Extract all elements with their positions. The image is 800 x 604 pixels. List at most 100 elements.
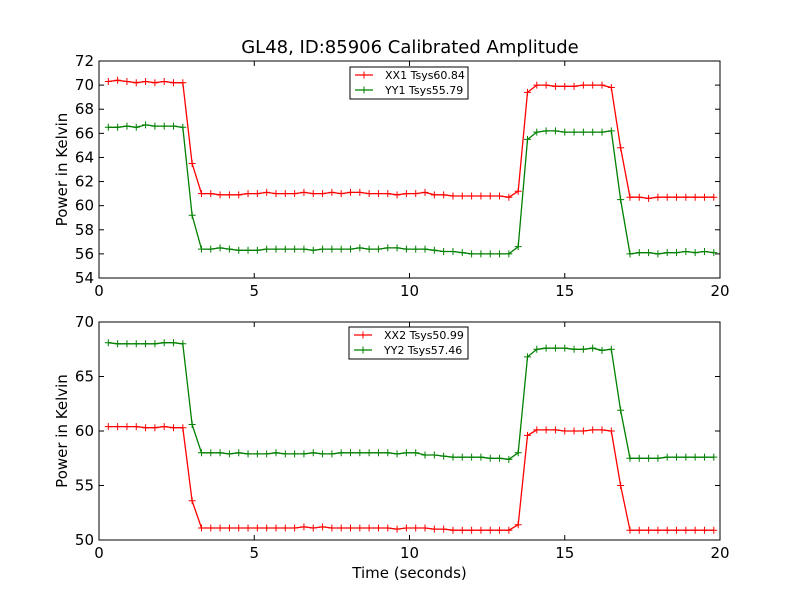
series-marker bbox=[253, 450, 261, 458]
series-marker bbox=[188, 420, 196, 428]
series-marker bbox=[244, 450, 252, 458]
series-marker bbox=[533, 345, 541, 353]
series-marker bbox=[235, 191, 243, 199]
series-marker bbox=[691, 453, 699, 461]
series-marker bbox=[440, 191, 448, 199]
series-marker bbox=[216, 449, 224, 457]
series-marker bbox=[570, 345, 578, 353]
series-marker bbox=[617, 406, 625, 414]
series-marker bbox=[458, 249, 466, 257]
series-marker bbox=[458, 526, 466, 534]
series-marker bbox=[402, 524, 410, 532]
series-marker bbox=[561, 82, 569, 90]
series-marker bbox=[663, 193, 671, 201]
x-tick-label: 5 bbox=[249, 544, 259, 562]
series-marker bbox=[533, 128, 541, 136]
series-marker bbox=[570, 128, 578, 136]
series-marker bbox=[505, 250, 513, 258]
series-marker bbox=[561, 344, 569, 352]
series-marker bbox=[635, 454, 643, 462]
series-marker bbox=[430, 451, 438, 459]
series-marker bbox=[393, 525, 401, 533]
series-marker bbox=[468, 453, 476, 461]
series-marker bbox=[132, 123, 140, 131]
series-marker bbox=[691, 249, 699, 257]
series-marker bbox=[197, 524, 205, 532]
series-marker bbox=[505, 526, 513, 534]
series-marker bbox=[598, 426, 606, 434]
series-marker bbox=[561, 427, 569, 435]
series-marker bbox=[486, 250, 494, 258]
plot-area bbox=[104, 76, 718, 258]
series-marker bbox=[533, 81, 541, 89]
series-marker bbox=[654, 454, 662, 462]
series-marker bbox=[645, 454, 653, 462]
series-marker bbox=[225, 191, 233, 199]
legend-label: XX1 Tsys60.84 bbox=[385, 69, 465, 82]
series-marker bbox=[421, 245, 429, 253]
series-marker bbox=[617, 482, 625, 489]
series-marker bbox=[496, 526, 504, 534]
series-marker bbox=[635, 526, 643, 534]
y-tick-label: 58 bbox=[75, 221, 94, 239]
series-marker bbox=[365, 245, 373, 253]
series-marker bbox=[281, 245, 289, 253]
series-marker bbox=[347, 524, 355, 532]
series-marker bbox=[170, 122, 178, 130]
series-marker bbox=[440, 247, 448, 255]
series-marker bbox=[645, 526, 653, 534]
y-tick-label: 60 bbox=[75, 197, 94, 215]
series-marker bbox=[132, 423, 140, 431]
y-tick-label: 54 bbox=[75, 269, 94, 287]
series-marker bbox=[197, 245, 205, 253]
legend-label: XX2 Tsys50.99 bbox=[384, 329, 464, 342]
y-tick-label: 70 bbox=[75, 313, 94, 331]
series-marker bbox=[337, 245, 345, 253]
series-marker bbox=[607, 345, 615, 353]
y-tick-label: 72 bbox=[75, 52, 94, 70]
series-marker bbox=[151, 424, 159, 432]
series-marker bbox=[496, 250, 504, 258]
series-marker bbox=[207, 524, 215, 532]
series-marker bbox=[142, 121, 150, 129]
series-marker bbox=[337, 524, 345, 532]
x-tick-label: 0 bbox=[94, 282, 104, 300]
series-marker bbox=[496, 192, 504, 200]
y-tick-label: 70 bbox=[75, 76, 94, 94]
series-marker bbox=[468, 526, 476, 534]
series-marker bbox=[281, 450, 289, 458]
series-marker bbox=[216, 191, 224, 199]
series-marker bbox=[645, 194, 653, 202]
series-marker bbox=[412, 190, 420, 198]
series-marker bbox=[374, 449, 382, 457]
series-line-2 bbox=[108, 342, 714, 460]
series-marker bbox=[393, 244, 401, 252]
series-marker bbox=[710, 526, 718, 534]
y-tick-label: 68 bbox=[75, 100, 94, 118]
series-marker bbox=[151, 122, 159, 130]
series-marker bbox=[244, 190, 252, 198]
series-marker bbox=[225, 524, 233, 532]
series-marker bbox=[700, 526, 708, 534]
series-marker bbox=[412, 524, 420, 532]
x-tick-label: 10 bbox=[400, 544, 419, 562]
series-marker bbox=[589, 81, 597, 89]
x-tick-label: 15 bbox=[555, 282, 574, 300]
series-marker bbox=[496, 454, 504, 462]
series-marker bbox=[579, 81, 587, 89]
series-marker bbox=[244, 524, 252, 532]
x-tick-label: 5 bbox=[249, 282, 259, 300]
series-marker bbox=[505, 193, 513, 201]
series-marker bbox=[291, 450, 299, 458]
series-marker bbox=[253, 246, 261, 254]
series-marker bbox=[104, 339, 112, 347]
series-marker bbox=[514, 243, 522, 251]
series-marker bbox=[561, 128, 569, 136]
series-marker bbox=[272, 524, 280, 532]
series-marker bbox=[319, 245, 327, 253]
series-marker bbox=[170, 79, 178, 87]
series-marker bbox=[235, 524, 243, 532]
series-marker bbox=[682, 453, 690, 461]
y-axis-label: Power in Kelvin bbox=[53, 113, 71, 227]
